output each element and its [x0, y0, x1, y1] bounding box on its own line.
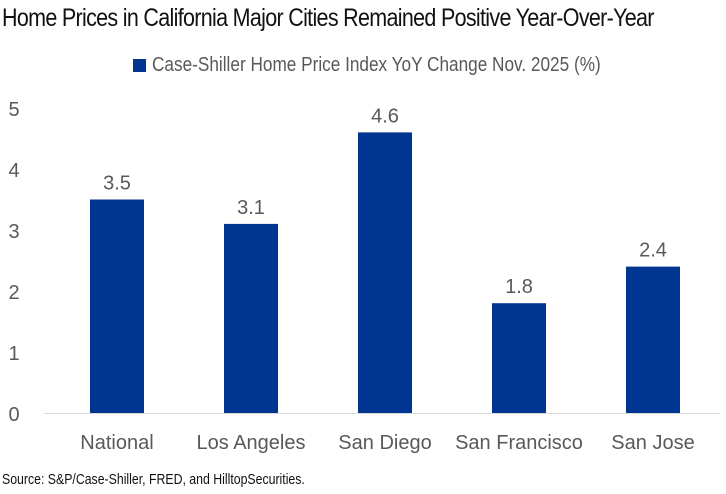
y-axis: 0 1 2 3 4 5	[8, 99, 19, 426]
bar	[626, 266, 680, 413]
y-tick-label: 4	[8, 160, 19, 182]
bar	[492, 303, 546, 413]
y-tick-label: 2	[8, 282, 19, 304]
data-label: 3.1	[237, 197, 265, 219]
data-label: 2.4	[639, 240, 667, 262]
legend-swatch	[132, 59, 146, 72]
legend: Case-Shiller Home Price Index YoY Change…	[0, 54, 726, 77]
y-tick-label: 1	[8, 343, 19, 365]
chart-title: Home Prices in California Major Cities R…	[2, 4, 654, 32]
x-tick-label: National	[80, 432, 153, 454]
data-label: 3.5	[103, 173, 131, 195]
bar	[90, 199, 144, 413]
bars	[90, 132, 680, 413]
y-tick-label: 5	[8, 99, 19, 121]
x-tick-label: Los Angeles	[197, 432, 306, 454]
legend-label: Case-Shiller Home Price Index YoY Change…	[151, 54, 601, 76]
source-note: Source: S&P/Case-Shiller, FRED, and Hill…	[2, 471, 305, 488]
y-tick-label: 3	[8, 221, 19, 243]
data-label: 1.8	[505, 276, 533, 298]
x-tick-label: San Francisco	[455, 432, 583, 454]
y-tick-label: 0	[8, 404, 19, 426]
bar	[358, 132, 412, 413]
x-tick-label: San Diego	[338, 432, 431, 454]
bar	[224, 223, 278, 413]
x-tick-label: San Jose	[611, 432, 694, 454]
x-axis: National Los Angeles San Diego San Francisc…	[80, 432, 694, 454]
data-label: 4.6	[371, 105, 399, 127]
data-labels: 3.5 3.1 4.6 1.8 2.4	[103, 105, 667, 298]
